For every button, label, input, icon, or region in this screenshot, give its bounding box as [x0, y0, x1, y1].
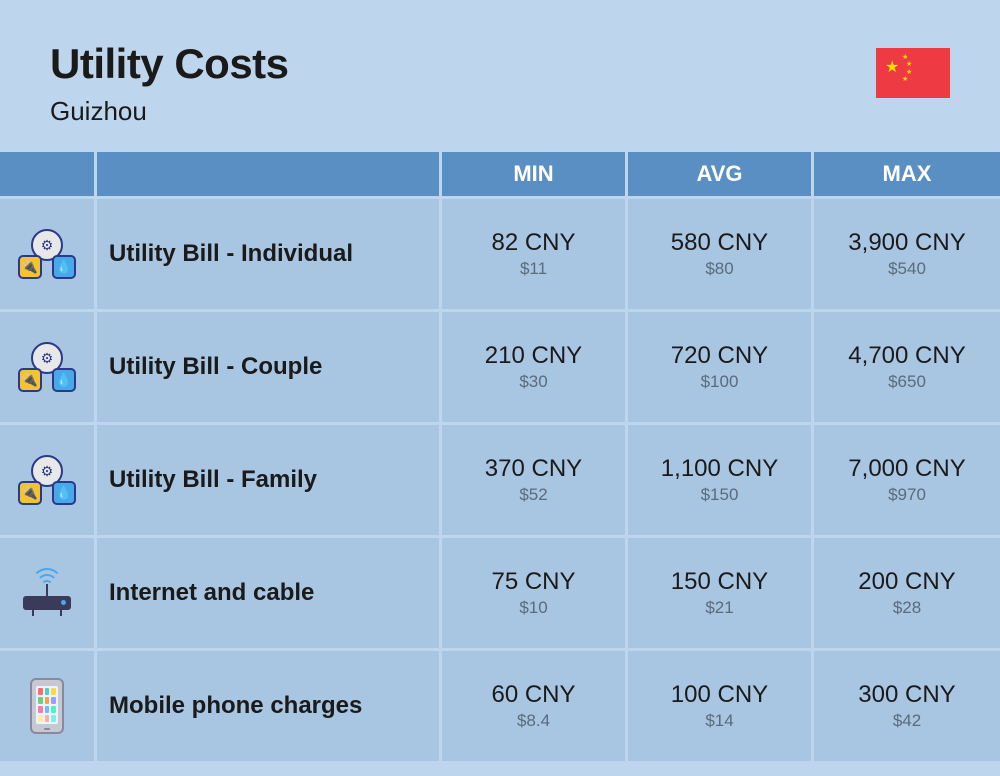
min-cny: 60 CNY: [491, 681, 575, 709]
avg-usd: $100: [701, 372, 739, 392]
header-min: MIN: [442, 152, 628, 196]
row-min: 60 CNY $8.4: [442, 651, 628, 761]
row-icon-cell: [0, 651, 97, 761]
avg-usd: $80: [705, 259, 733, 279]
table-row: ⚙ 🔌 💧 Utility Bill - Individual 82 CNY $…: [0, 196, 1000, 309]
row-max: 3,900 CNY $540: [814, 199, 1000, 309]
avg-cny: 100 CNY: [671, 681, 768, 709]
max-cny: 7,000 CNY: [848, 455, 965, 483]
min-cny: 82 CNY: [491, 229, 575, 257]
min-usd: $30: [519, 372, 547, 392]
row-icon-cell: [0, 538, 97, 648]
row-avg: 720 CNY $100: [628, 312, 814, 422]
avg-usd: $150: [701, 485, 739, 505]
max-usd: $970: [888, 485, 926, 505]
china-flag-icon: ★ ★ ★ ★ ★: [876, 48, 950, 98]
costs-table: MIN AVG MAX ⚙ 🔌 💧 Utility Bill - Individ…: [0, 152, 1000, 761]
page-title: Utility Costs: [50, 40, 289, 88]
row-min: 82 CNY $11: [442, 199, 628, 309]
min-cny: 210 CNY: [485, 342, 582, 370]
header-avg: AVG: [628, 152, 814, 196]
row-avg: 580 CNY $80: [628, 199, 814, 309]
utility-icon: ⚙ 🔌 💧: [18, 342, 76, 392]
title-block: Utility Costs Guizhou: [50, 40, 289, 127]
min-usd: $52: [519, 485, 547, 505]
max-cny: 300 CNY: [858, 681, 955, 709]
row-max: 4,700 CNY $650: [814, 312, 1000, 422]
min-usd: $10: [519, 598, 547, 618]
max-cny: 4,700 CNY: [848, 342, 965, 370]
max-usd: $650: [888, 372, 926, 392]
avg-cny: 1,100 CNY: [661, 455, 778, 483]
row-avg: 1,100 CNY $150: [628, 425, 814, 535]
max-usd: $42: [893, 711, 921, 731]
avg-cny: 580 CNY: [671, 229, 768, 257]
min-usd: $8.4: [517, 711, 550, 731]
row-min: 210 CNY $30: [442, 312, 628, 422]
max-cny: 200 CNY: [858, 568, 955, 596]
avg-usd: $14: [705, 711, 733, 731]
row-icon-cell: ⚙ 🔌 💧: [0, 425, 97, 535]
row-label: Utility Bill - Family: [97, 425, 442, 535]
row-label: Mobile phone charges: [97, 651, 442, 761]
row-min: 370 CNY $52: [442, 425, 628, 535]
phone-icon: [30, 678, 64, 734]
avg-cny: 720 CNY: [671, 342, 768, 370]
header: Utility Costs Guizhou ★ ★ ★ ★ ★: [0, 0, 1000, 152]
page: Utility Costs Guizhou ★ ★ ★ ★ ★ MIN AVG …: [0, 0, 1000, 761]
min-usd: $11: [520, 259, 547, 279]
table-row: Mobile phone charges 60 CNY $8.4 100 CNY…: [0, 648, 1000, 761]
header-label-col: [97, 152, 442, 196]
row-avg: 100 CNY $14: [628, 651, 814, 761]
row-icon-cell: ⚙ 🔌 💧: [0, 312, 97, 422]
row-label: Utility Bill - Couple: [97, 312, 442, 422]
router-icon: [18, 568, 76, 618]
table-row: Internet and cable 75 CNY $10 150 CNY $2…: [0, 535, 1000, 648]
min-cny: 75 CNY: [491, 568, 575, 596]
page-subtitle: Guizhou: [50, 96, 289, 127]
utility-icon: ⚙ 🔌 💧: [18, 229, 76, 279]
min-cny: 370 CNY: [485, 455, 582, 483]
utility-icon: ⚙ 🔌 💧: [18, 455, 76, 505]
row-max: 7,000 CNY $970: [814, 425, 1000, 535]
table-row: ⚙ 🔌 💧 Utility Bill - Family 370 CNY $52 …: [0, 422, 1000, 535]
row-label: Internet and cable: [97, 538, 442, 648]
row-icon-cell: ⚙ 🔌 💧: [0, 199, 97, 309]
table-row: ⚙ 🔌 💧 Utility Bill - Couple 210 CNY $30 …: [0, 309, 1000, 422]
max-cny: 3,900 CNY: [848, 229, 965, 257]
row-label: Utility Bill - Individual: [97, 199, 442, 309]
row-max: 200 CNY $28: [814, 538, 1000, 648]
row-avg: 150 CNY $21: [628, 538, 814, 648]
table-header-row: MIN AVG MAX: [0, 152, 1000, 196]
max-usd: $540: [888, 259, 926, 279]
row-max: 300 CNY $42: [814, 651, 1000, 761]
avg-usd: $21: [705, 598, 733, 618]
row-min: 75 CNY $10: [442, 538, 628, 648]
avg-cny: 150 CNY: [671, 568, 768, 596]
header-icon-col: [0, 152, 97, 196]
max-usd: $28: [893, 598, 921, 618]
header-max: MAX: [814, 152, 1000, 196]
